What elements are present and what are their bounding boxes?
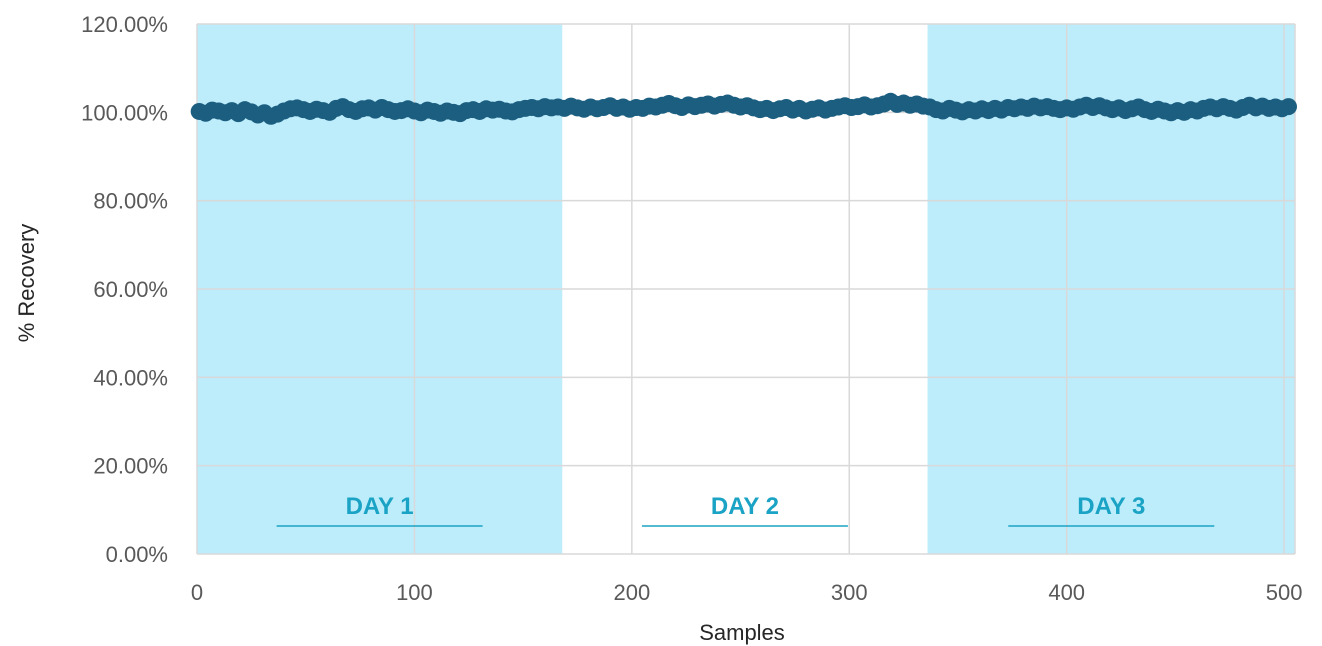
y-axis-title: % Recovery	[14, 224, 39, 343]
x-tick-label-5: 500	[1266, 580, 1303, 605]
x-tick-label-3: 300	[831, 580, 868, 605]
y-tick-label-1: 20.00%	[93, 454, 168, 479]
x-tick-label-2: 200	[613, 580, 650, 605]
x-tick-label-4: 400	[1048, 580, 1085, 605]
y-tick-label-3: 60.00%	[93, 277, 168, 302]
y-tick-label-4: 80.00%	[93, 189, 168, 214]
y-tick-label-6: 120.00%	[81, 12, 168, 37]
day-label-3: DAY 3	[1077, 493, 1145, 520]
x-tick-label-0: 0	[191, 580, 203, 605]
tick-labels: 0.00% 20.00% 40.00% 60.00% 80.00% 100.00% 120.…	[81, 12, 1302, 605]
y-tick-label-5: 100.00%	[81, 100, 168, 125]
x-tick-label-1: 100	[396, 580, 433, 605]
y-tick-label-2: 40.00%	[93, 365, 168, 390]
data-points	[190, 92, 1297, 125]
day-label-1: DAY 1	[346, 493, 414, 520]
y-tick-label-0: 0.00%	[106, 542, 168, 567]
day-band-labels: DAY 1 DAY 2 DAY 3	[276, 493, 1215, 527]
day-label-2: DAY 2	[711, 493, 779, 520]
x-axis-title: Samples	[699, 620, 785, 645]
data-point-167	[1279, 98, 1297, 116]
